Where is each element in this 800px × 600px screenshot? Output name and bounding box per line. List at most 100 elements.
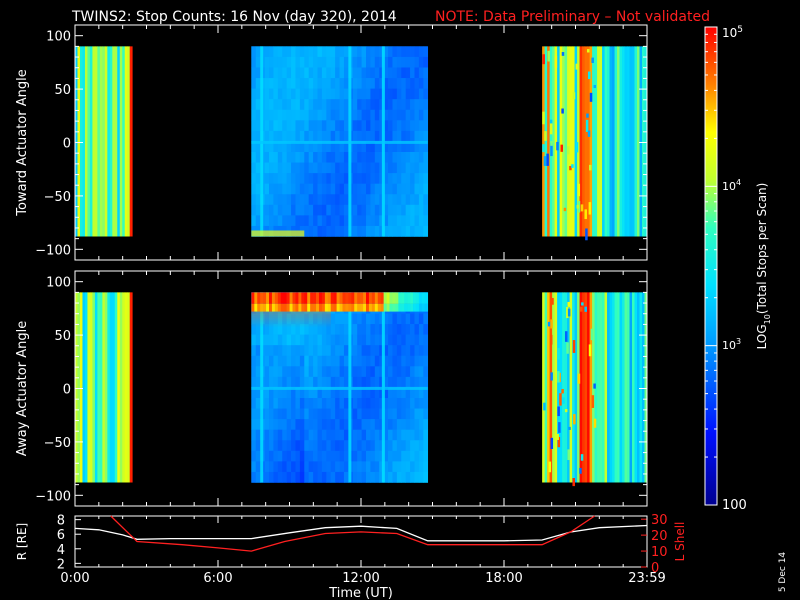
heat-cell (255, 461, 261, 473)
heat-cell (317, 141, 323, 153)
heat-cell (286, 419, 292, 430)
heat-cell (352, 162, 358, 174)
heat-cell (379, 313, 384, 325)
heat-cell (317, 225, 323, 237)
heat-cell (251, 120, 257, 132)
heat-cell (361, 88, 367, 100)
heat-cell (383, 376, 389, 388)
heat-cell (396, 408, 402, 420)
heat-cell (291, 88, 296, 100)
heat-cell (405, 99, 411, 111)
heat-cell (269, 130, 274, 142)
chart-title: TWINS2: Stop Counts: 16 Nov (day 320), 2… (71, 9, 397, 25)
heat-cell (282, 173, 287, 184)
heat-cell (589, 46, 593, 237)
heat-cell (392, 109, 398, 121)
heat-cell (335, 173, 340, 184)
heat-cell (308, 204, 314, 216)
heat-cell (255, 173, 261, 184)
heat-cell (414, 313, 420, 325)
heat-cell (317, 419, 323, 430)
heat-cell (549, 119, 553, 128)
heat-cell (388, 194, 393, 206)
heat-cell (418, 419, 424, 430)
heat-cell (642, 46, 645, 237)
heat-cell (383, 162, 389, 174)
heat-cell (295, 162, 301, 174)
heat-cell (255, 204, 261, 216)
heat-cell (366, 225, 371, 237)
heat-cell (291, 130, 296, 142)
heat-cell (366, 88, 371, 100)
heat-cell (304, 324, 309, 335)
heat-cell (543, 156, 547, 166)
heat-cell (401, 397, 406, 409)
heat-cell (326, 109, 332, 121)
heat-cell (396, 215, 402, 227)
heat-cell (396, 46, 402, 58)
heat-cell (418, 46, 424, 58)
heat-cell (277, 334, 283, 346)
heat-cell (374, 292, 379, 304)
heat-cell (357, 194, 362, 206)
heat-cell (317, 194, 323, 206)
heat-cell (357, 334, 362, 346)
heat-cell (423, 78, 429, 89)
heat-cell (304, 334, 309, 346)
heat-cell (299, 151, 305, 163)
heat-cell (317, 450, 323, 462)
heat-cell (423, 397, 429, 409)
heat-cell (572, 92, 576, 100)
heat-cell (304, 387, 309, 399)
heat-cell (599, 46, 603, 237)
heat-cell (286, 151, 292, 163)
heat-cell (79, 292, 83, 483)
heat-cell (366, 78, 371, 89)
heat-cell (321, 183, 327, 195)
heat-cell (418, 99, 424, 111)
heat-cell (379, 162, 384, 174)
heat-cell (379, 355, 384, 367)
heat-cell (317, 334, 323, 346)
heat-cell (330, 397, 336, 409)
heat-cell (392, 450, 398, 462)
heat-cell (326, 151, 332, 163)
heat-cell (277, 461, 283, 473)
heat-cell (330, 194, 336, 206)
heat-cell (251, 386, 428, 390)
heat-cell (291, 99, 296, 111)
heat-cell (405, 183, 411, 195)
heat-cell (313, 429, 318, 441)
heat-cell (343, 397, 349, 409)
heat-cell (361, 141, 367, 153)
heat-cell (418, 225, 424, 237)
heat-cell (388, 313, 393, 325)
heat-cell (619, 292, 623, 483)
heat-cell (401, 120, 406, 132)
heat-cell (405, 429, 411, 441)
heat-cell (566, 342, 569, 354)
heat-cell (317, 366, 323, 378)
heat-cell (330, 429, 336, 441)
heat-cell (366, 120, 371, 132)
heat-cell (299, 397, 305, 409)
heat-cell (313, 78, 318, 89)
heat-cell (361, 471, 367, 483)
heat-cell (357, 151, 362, 163)
heat-cell (366, 151, 371, 163)
heat-cell (335, 397, 340, 409)
heat-cell (405, 313, 411, 325)
heat-cell (326, 215, 332, 227)
heat-cell (392, 183, 398, 195)
heat-cell (366, 67, 371, 79)
heat-cell (401, 345, 406, 357)
heat-cell (273, 120, 279, 132)
heat-cell (326, 397, 332, 409)
heat-cell (251, 215, 257, 227)
heat-cell (269, 78, 274, 89)
heat-cell (380, 303, 384, 312)
heat-cell (269, 88, 274, 100)
heat-cell (423, 313, 429, 325)
heat-cell (304, 471, 309, 483)
